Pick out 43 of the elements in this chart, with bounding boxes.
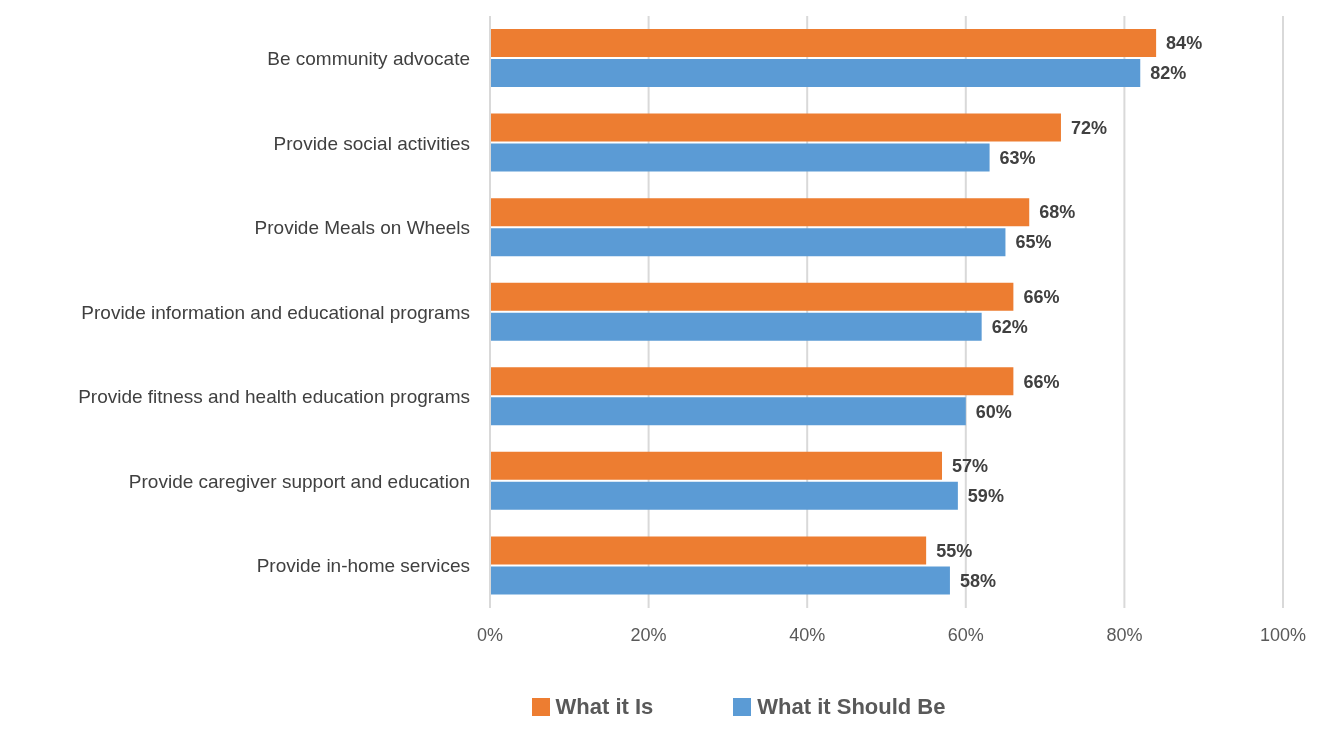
bar xyxy=(490,228,1006,257)
data-label: 60% xyxy=(975,401,1012,422)
x-tick-label: 20% xyxy=(630,624,667,645)
data-label: 82% xyxy=(1150,63,1187,84)
legend-label: What it Should Be xyxy=(757,694,946,720)
bar xyxy=(490,29,1157,57)
data-label: 62% xyxy=(991,317,1028,338)
bar xyxy=(490,198,1030,227)
x-tick-label: 80% xyxy=(1106,624,1143,645)
y-tick-label: Provide fitness and health education programs xyxy=(78,386,470,408)
x-tick-label: 0% xyxy=(476,624,504,645)
bar xyxy=(490,536,927,565)
bar xyxy=(490,59,1141,87)
legend-label: What it Is xyxy=(555,694,654,720)
data-label: 57% xyxy=(952,456,989,477)
data-label: 84% xyxy=(1166,33,1203,54)
data-label: 65% xyxy=(1015,232,1052,253)
data-label: 55% xyxy=(936,540,973,561)
bar xyxy=(490,481,958,510)
data-label: 63% xyxy=(999,147,1036,168)
x-tick-label: 40% xyxy=(789,624,826,645)
data-label: 72% xyxy=(1070,117,1107,138)
bar xyxy=(490,282,1014,311)
y-tick-label: Provide information and educational programs xyxy=(81,301,470,323)
bar xyxy=(490,566,950,595)
data-label: 58% xyxy=(959,570,996,591)
data-label: 66% xyxy=(1023,371,1060,392)
bar xyxy=(490,113,1061,142)
bar xyxy=(490,397,966,426)
data-label: 66% xyxy=(1023,287,1060,308)
y-tick-label: Provide social activities xyxy=(273,132,470,154)
bar xyxy=(490,143,990,172)
data-label: 59% xyxy=(967,486,1004,507)
y-tick-label: Provide caregiver support and education xyxy=(128,470,470,492)
bar xyxy=(490,451,943,480)
bar xyxy=(490,312,982,341)
y-tick-label: Provide Meals on Wheels xyxy=(254,217,470,239)
data-label: 68% xyxy=(1039,202,1076,223)
y-tick-label: Provide in-home services xyxy=(256,555,470,577)
bar xyxy=(490,367,1014,396)
x-tick-label: 60% xyxy=(947,624,984,645)
y-tick-label: Be community advocate xyxy=(267,48,470,70)
x-tick-label: 100% xyxy=(1259,624,1307,645)
